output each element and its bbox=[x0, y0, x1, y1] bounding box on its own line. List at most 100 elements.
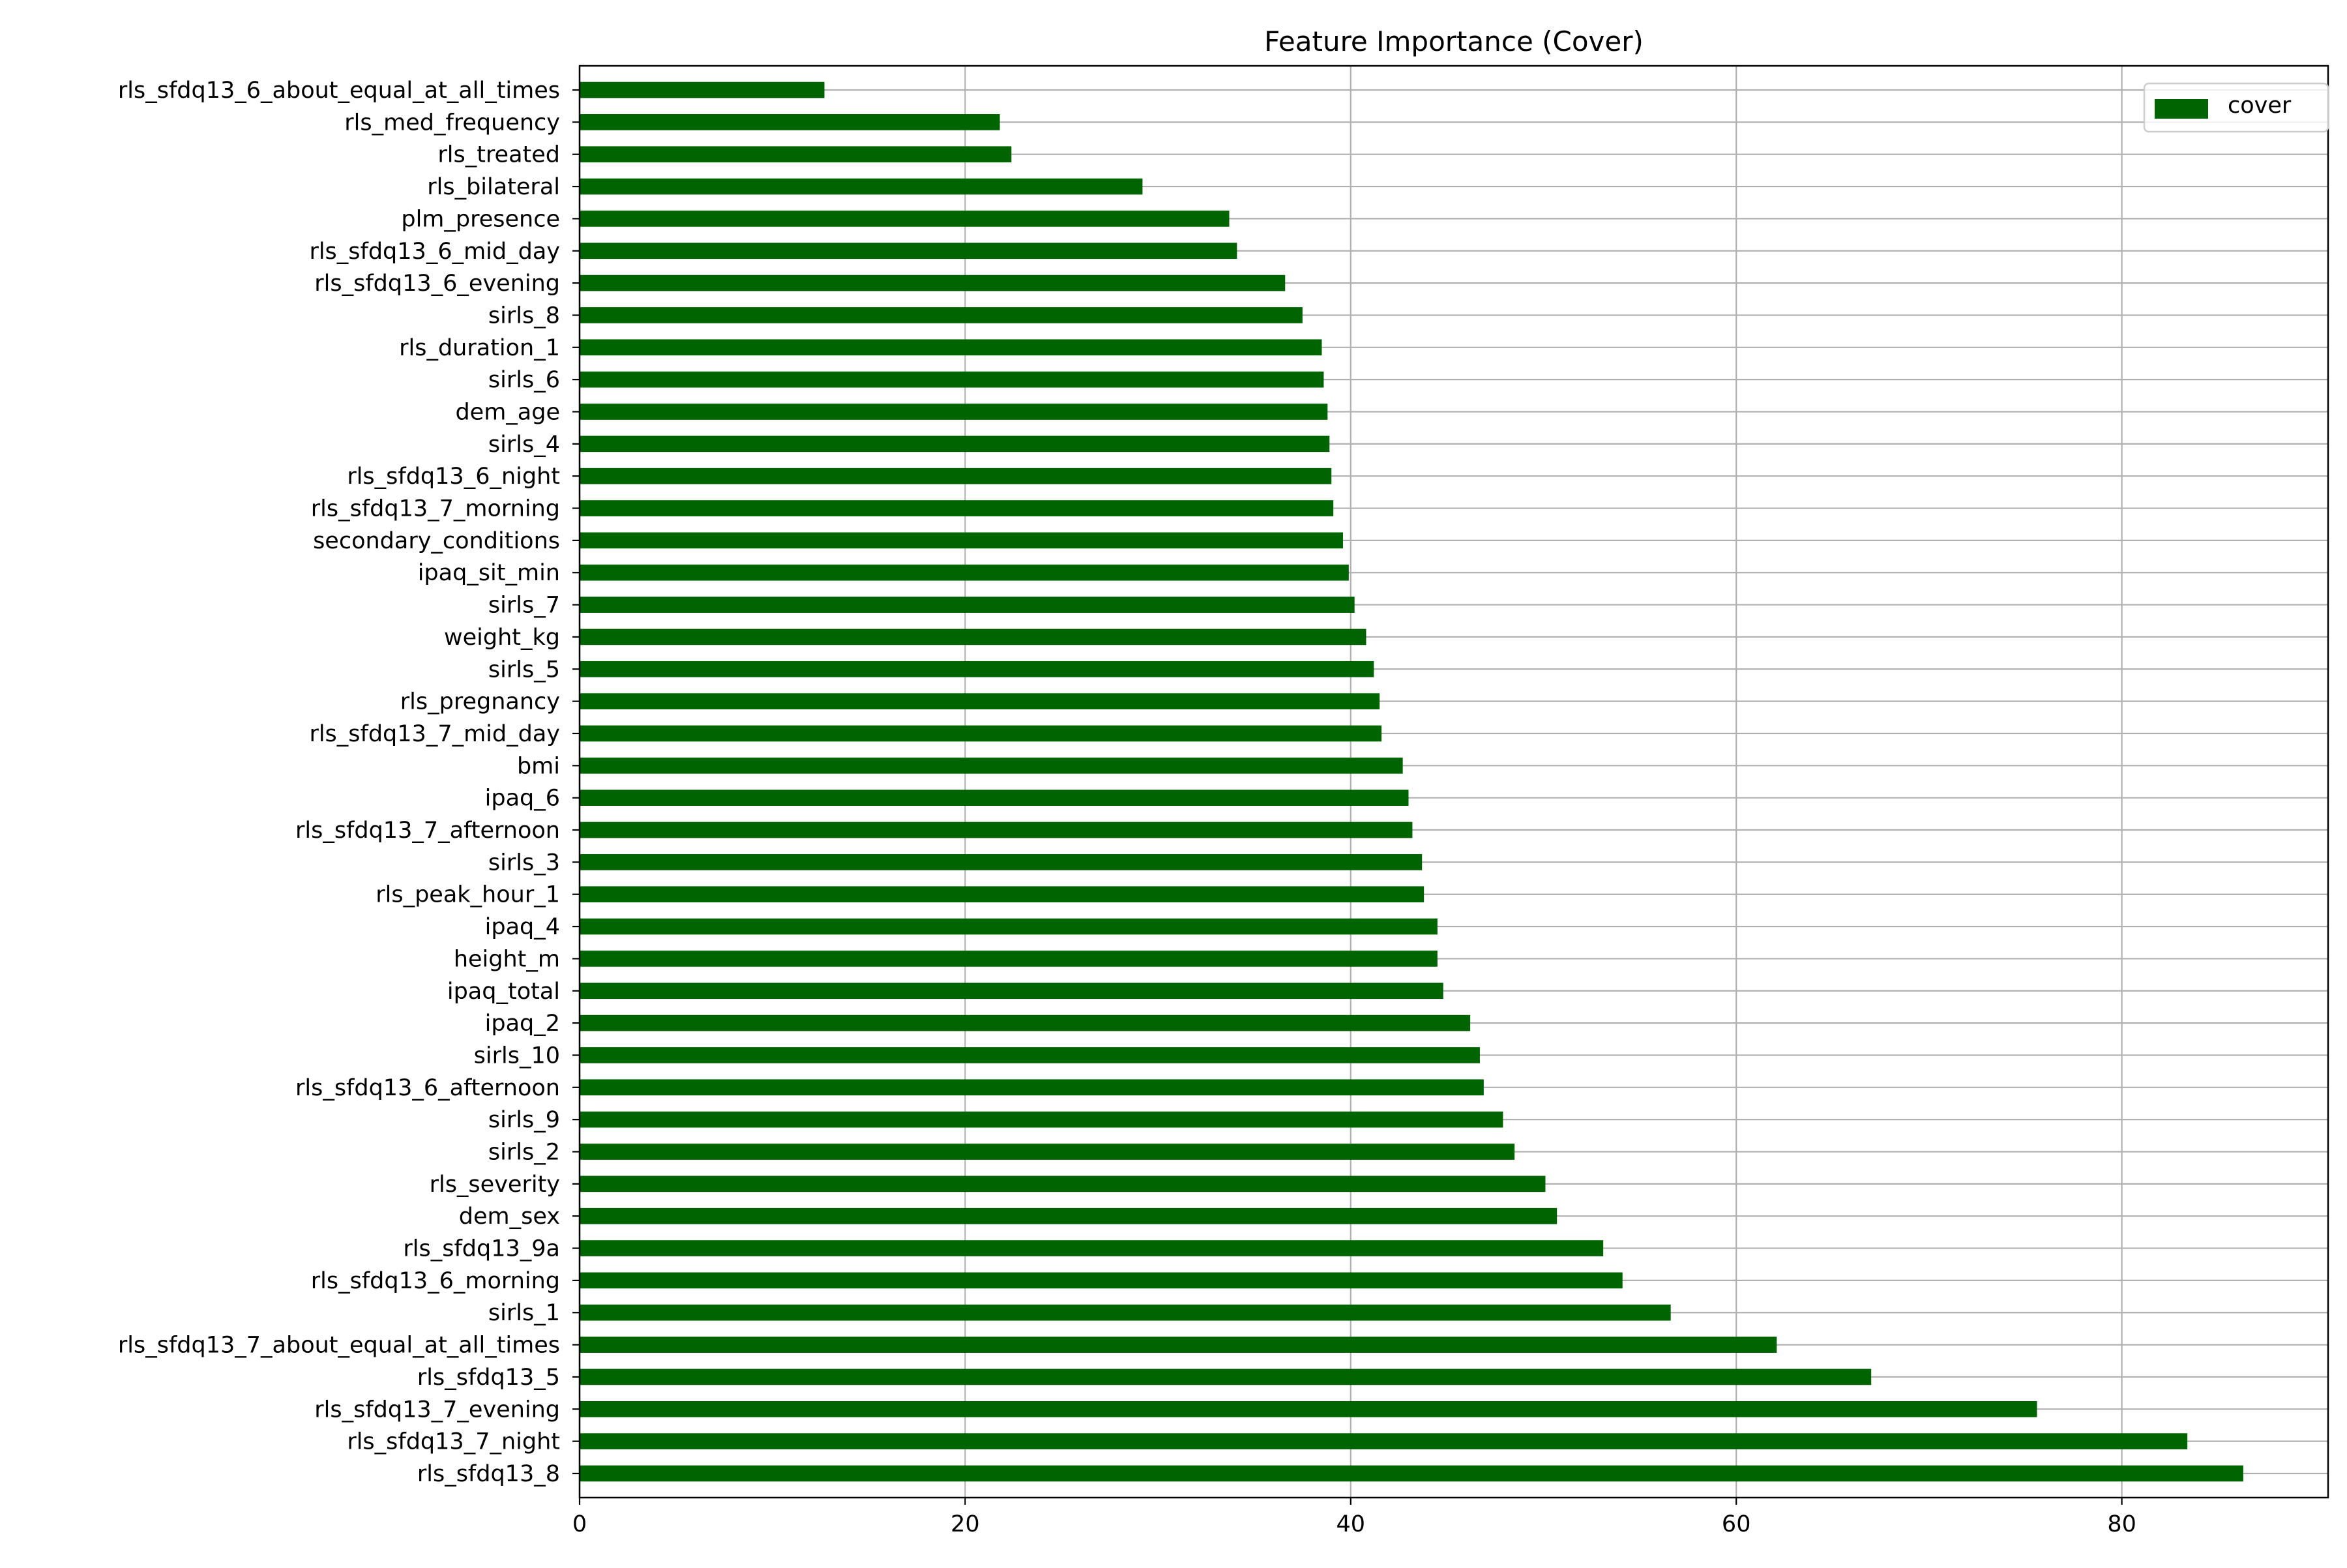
bar-weight-kg bbox=[580, 629, 1366, 645]
y-tick-label: rls_sfdq13_7_morning bbox=[311, 496, 560, 522]
x-tick-label: 40 bbox=[1336, 1511, 1366, 1537]
y-tick-label: sirls_9 bbox=[488, 1107, 560, 1133]
y-tick-label: rls_sfdq13_6_night bbox=[347, 464, 560, 490]
y-tick-label: rls_sfdq13_6_about_equal_at_all_times bbox=[118, 78, 560, 104]
bar-sirls-9 bbox=[580, 1111, 1503, 1128]
bar-sirls-1 bbox=[580, 1304, 1671, 1321]
bar-rls-sfdq13-7-mid-day bbox=[580, 725, 1382, 742]
bar-rls-sfdq13-7-morning bbox=[580, 500, 1334, 516]
legend-box bbox=[2143, 82, 2329, 133]
bar-sirls-5 bbox=[580, 660, 1374, 677]
bar-rls-sfdq13-7-night bbox=[580, 1433, 2188, 1449]
bar-bmi bbox=[580, 757, 1403, 774]
y-tick-label: rls_sfdq13_6_morning bbox=[311, 1268, 560, 1294]
x-tick-label: 20 bbox=[951, 1511, 980, 1537]
bar-sirls-8 bbox=[580, 307, 1303, 323]
y-tick-label: rls_sfdq13_7_evening bbox=[314, 1397, 560, 1423]
y-tick-label: sirls_1 bbox=[488, 1300, 560, 1326]
y-tick-label: dem_age bbox=[455, 399, 560, 425]
y-tick-label: bmi bbox=[517, 753, 560, 779]
y-tick-label: ipaq_2 bbox=[485, 1011, 560, 1037]
y-tick-label: secondary_conditions bbox=[313, 528, 560, 554]
y-tick-label: sirls_5 bbox=[488, 657, 560, 683]
legend: cover bbox=[2143, 82, 2329, 133]
bar-rls-sfdq13-6-mid-day bbox=[580, 243, 1237, 259]
bar-rls-sfdq13-7-about-equal-at-all-times bbox=[580, 1337, 1777, 1353]
y-tick-label: rls_sfdq13_7_mid_day bbox=[309, 721, 560, 747]
y-tick-label: rls_sfdq13_7_about_equal_at_all_times bbox=[118, 1333, 560, 1359]
x-tick-label: 80 bbox=[2107, 1511, 2136, 1537]
y-tick-label: rls_med_frequency bbox=[344, 110, 560, 136]
bar-rls-sfdq13-6-morning bbox=[580, 1272, 1623, 1289]
y-tick-label: rls_duration_1 bbox=[399, 335, 560, 361]
bar-sirls-3 bbox=[580, 854, 1423, 870]
bar-dem-sex bbox=[580, 1207, 1557, 1224]
y-tick-label: sirls_7 bbox=[488, 593, 560, 619]
y-tick-label: sirls_6 bbox=[488, 367, 560, 393]
bar-rls-sfdq13-8 bbox=[580, 1465, 2243, 1482]
bar-plm-presence bbox=[580, 211, 1230, 227]
y-tick-label: rls_treated bbox=[437, 142, 560, 168]
y-tick-label: ipaq_total bbox=[447, 979, 560, 1005]
bar-rls-sfdq13-7-evening bbox=[580, 1400, 2037, 1417]
y-tick-label: rls_peak_hour_1 bbox=[376, 882, 560, 908]
y-tick-label: ipaq_4 bbox=[485, 914, 560, 940]
bar-sirls-7 bbox=[580, 597, 1355, 613]
y-tick-label: rls_sfdq13_6_mid_day bbox=[309, 239, 560, 265]
y-tick-label: rls_sfdq13_6_afternoon bbox=[295, 1075, 560, 1101]
bar-height-m bbox=[580, 951, 1438, 967]
bar-rls-pregnancy bbox=[580, 693, 1380, 709]
legend-label: cover bbox=[2228, 93, 2292, 119]
bar-dem-age bbox=[580, 404, 1328, 420]
y-tick-label: ipaq_sit_min bbox=[418, 560, 560, 586]
y-tick-label: rls_pregnancy bbox=[400, 689, 560, 715]
y-tick-label: rls_sfdq13_7_afternoon bbox=[295, 818, 560, 844]
bar-sirls-4 bbox=[580, 436, 1330, 452]
bar-sirls-10 bbox=[580, 1047, 1480, 1063]
bar-ipaq-2 bbox=[580, 1014, 1471, 1031]
y-tick-label: ipaq_6 bbox=[485, 786, 560, 812]
bar-secondary-conditions bbox=[580, 532, 1343, 549]
y-tick-label: weight_kg bbox=[444, 625, 560, 651]
y-tick-label: sirls_4 bbox=[488, 432, 560, 458]
bar-ipaq-4 bbox=[580, 918, 1438, 935]
bar-ipaq-total bbox=[580, 983, 1443, 999]
legend-swatch bbox=[2155, 99, 2208, 119]
y-tick-label: rls_sfdq13_6_evening bbox=[314, 271, 560, 297]
bar-rls-sfdq13-6-afternoon bbox=[580, 1079, 1484, 1096]
bar-rls-bilateral bbox=[580, 178, 1143, 195]
bar-rls-severity bbox=[580, 1176, 1546, 1192]
bar-rls-sfdq13-5 bbox=[580, 1368, 1872, 1385]
y-tick-label: rls_sfdq13_9a bbox=[403, 1236, 560, 1262]
bar-ipaq-sit-min bbox=[580, 564, 1349, 581]
y-tick-label: dem_sex bbox=[459, 1204, 560, 1230]
y-tick-label: rls_sfdq13_5 bbox=[417, 1365, 560, 1391]
y-tick-label: sirls_3 bbox=[488, 850, 560, 876]
y-tick-label: rls_sfdq13_7_night bbox=[347, 1429, 560, 1455]
bar-rls-sfdq13-9a bbox=[580, 1240, 1604, 1256]
bar-rls-sfdq13-7-afternoon bbox=[580, 821, 1413, 838]
bar-rls-treated bbox=[580, 146, 1012, 163]
y-tick-label: rls_severity bbox=[430, 1172, 560, 1198]
bar-rls-sfdq13-6-night bbox=[580, 467, 1332, 484]
y-tick-label: height_m bbox=[454, 946, 560, 972]
y-tick-label: rls_sfdq13_8 bbox=[417, 1461, 560, 1487]
bar-rls-med-frequency bbox=[580, 114, 1000, 130]
bar-sirls-6 bbox=[580, 371, 1324, 388]
y-tick-label: sirls_10 bbox=[474, 1043, 560, 1069]
bar-ipaq-6 bbox=[580, 790, 1409, 806]
x-tick-label: 60 bbox=[1722, 1511, 1751, 1537]
x-tick-label: 0 bbox=[572, 1511, 587, 1537]
bar-rls-sfdq13-6-about-equal-at-all-times bbox=[580, 81, 825, 98]
bar-rls-sfdq13-6-evening bbox=[580, 274, 1286, 291]
axes: rls_sfdq13_8 rls_sfdq13_7_night rls_sfdq13… bbox=[118, 65, 2329, 1537]
chart-title: Feature Importance (Cover) bbox=[1264, 25, 1644, 57]
y-tick-label: rls_bilateral bbox=[427, 174, 560, 200]
y-tick-label: sirls_8 bbox=[488, 303, 560, 329]
bars bbox=[580, 81, 2243, 1482]
y-tick-label: plm_presence bbox=[401, 206, 560, 232]
y-tick-label: sirls_2 bbox=[488, 1140, 560, 1166]
